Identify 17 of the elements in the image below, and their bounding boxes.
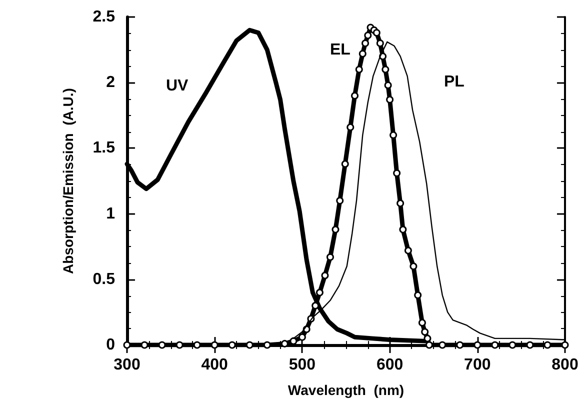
y-tick-label: 2.5 [92,8,116,26]
y-tick-label: 2 [106,74,116,92]
x-tick-label: 800 [552,356,578,374]
y-tick-label: 0 [106,336,116,354]
series-label: EL [330,42,351,58]
y-tick-label: 1.5 [92,140,116,157]
y-axis-title: Absorption/Emission (A.U.) [60,88,76,274]
text: PL [444,74,465,90]
x-axis-title: Wavelength (nm) [288,382,404,398]
x-tick-label: 600 [376,356,404,374]
x-tick-label: 500 [288,356,316,374]
x-tick-label: 700 [464,356,491,374]
y-tick-label: 0.5 [92,270,116,288]
y-tick-label: 1 [106,205,116,222]
x-tick-label: 400 [201,356,228,374]
x-tick-label: 300 [114,356,140,374]
series-label: UV [166,78,189,94]
